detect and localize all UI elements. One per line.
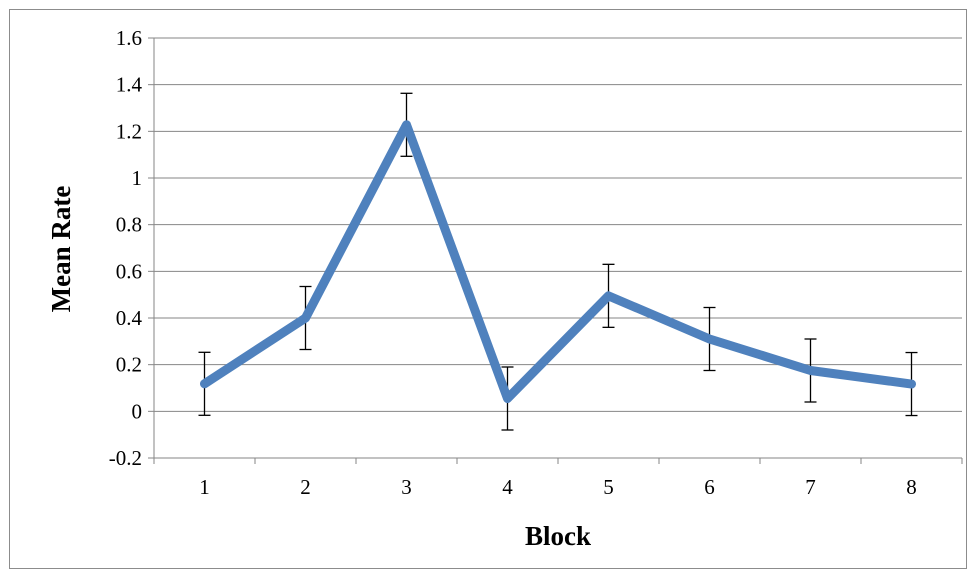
data-point <box>808 368 813 373</box>
y-tick-label: 1.2 <box>116 119 142 143</box>
x-tick-label: 1 <box>199 475 210 499</box>
y-tick-label: 1.6 <box>116 26 142 50</box>
x-tick-label: 6 <box>704 475 715 499</box>
x-tick-label: 2 <box>300 475 311 499</box>
y-tick-label: 0.8 <box>116 213 142 237</box>
series <box>200 120 916 403</box>
data-point <box>707 337 712 341</box>
y-tick-label: -0.2 <box>109 446 142 470</box>
y-tick-label: 0 <box>132 399 143 423</box>
tick-labels: -0.2 0 0.2 0.4 0.6 0.8 1 1.2 1.4 1.6 1 2 3 4 5 6 7 8 <box>109 26 917 499</box>
y-tick-label: 0.4 <box>116 306 143 330</box>
y-tick-label: 0.2 <box>116 353 142 377</box>
data-point <box>303 316 308 320</box>
data-point <box>404 122 409 127</box>
y-axis-title: Mean Rate <box>46 186 76 313</box>
chart-frame <box>9 9 967 569</box>
data-point <box>202 381 207 386</box>
data-point <box>505 396 510 401</box>
x-tick-label: 3 <box>401 475 412 499</box>
error-bars <box>198 92 918 431</box>
series-line <box>200 120 916 403</box>
y-tick-label: 1 <box>132 166 143 190</box>
axes <box>148 37 963 464</box>
data-point <box>606 293 611 298</box>
gridlines <box>154 37 962 459</box>
y-tick-label: 0.6 <box>116 259 142 283</box>
x-tick-label: 4 <box>502 475 513 499</box>
data-point <box>909 382 914 387</box>
x-tick-label: 8 <box>906 475 917 499</box>
x-tick-label: 5 <box>603 475 614 499</box>
x-axis-title: Block <box>525 521 591 551</box>
y-tick-label: 1.4 <box>116 73 143 97</box>
x-tick-label: 7 <box>805 475 816 499</box>
